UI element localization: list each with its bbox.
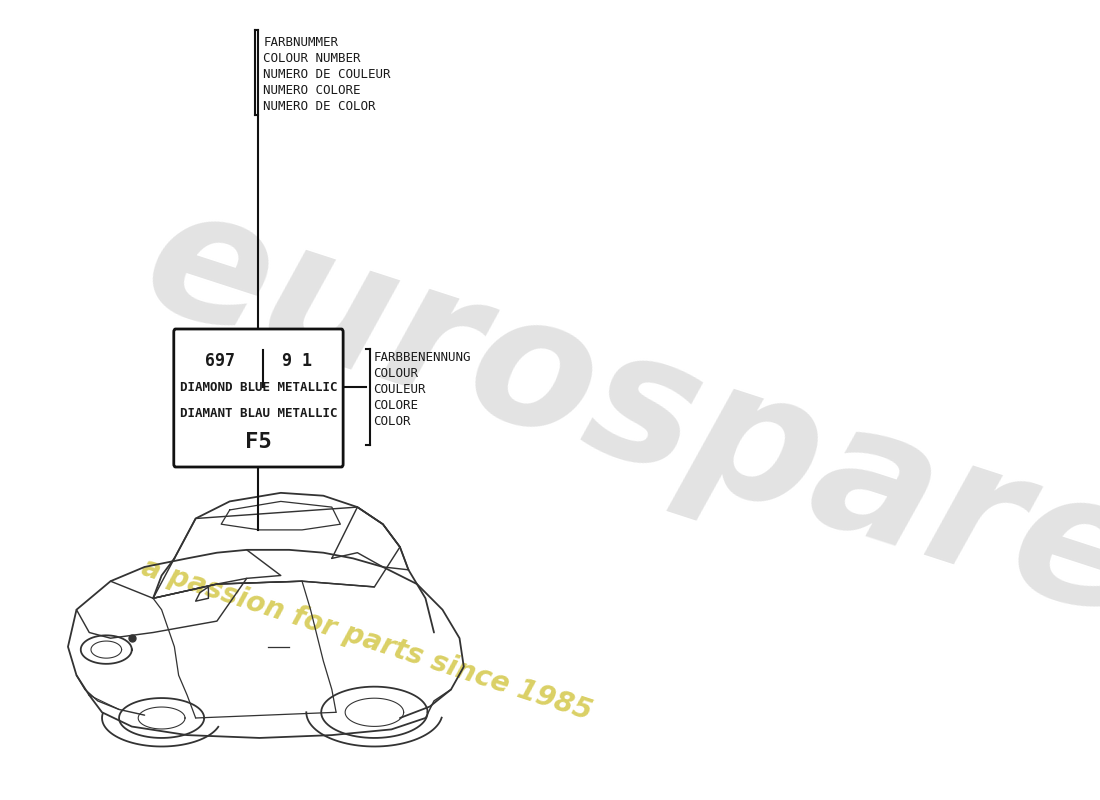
Text: DIAMANT BLAU METALLIC: DIAMANT BLAU METALLIC	[179, 407, 338, 420]
Text: NUMERO DE COULEUR: NUMERO DE COULEUR	[263, 67, 390, 81]
Text: NUMERO COLORE: NUMERO COLORE	[263, 83, 361, 97]
Text: COLOUR: COLOUR	[374, 367, 419, 380]
Text: eurospares: eurospares	[124, 170, 1100, 690]
Text: COLOR: COLOR	[374, 415, 411, 428]
Text: DIAMOND BLUE METALLIC: DIAMOND BLUE METALLIC	[179, 381, 338, 394]
Text: COULEUR: COULEUR	[374, 383, 426, 396]
Text: 697: 697	[206, 352, 235, 370]
Text: FARBBENENNUNG: FARBBENENNUNG	[374, 351, 471, 364]
FancyBboxPatch shape	[174, 329, 343, 467]
Text: NUMERO DE COLOR: NUMERO DE COLOR	[263, 99, 376, 113]
Text: 9 1: 9 1	[282, 352, 311, 370]
Text: FARBNUMMER: FARBNUMMER	[263, 35, 338, 49]
Text: COLOUR NUMBER: COLOUR NUMBER	[263, 51, 361, 65]
Text: COLORE: COLORE	[374, 399, 419, 412]
Text: a passion for parts since 1985: a passion for parts since 1985	[138, 554, 595, 726]
Text: F5: F5	[245, 431, 272, 451]
